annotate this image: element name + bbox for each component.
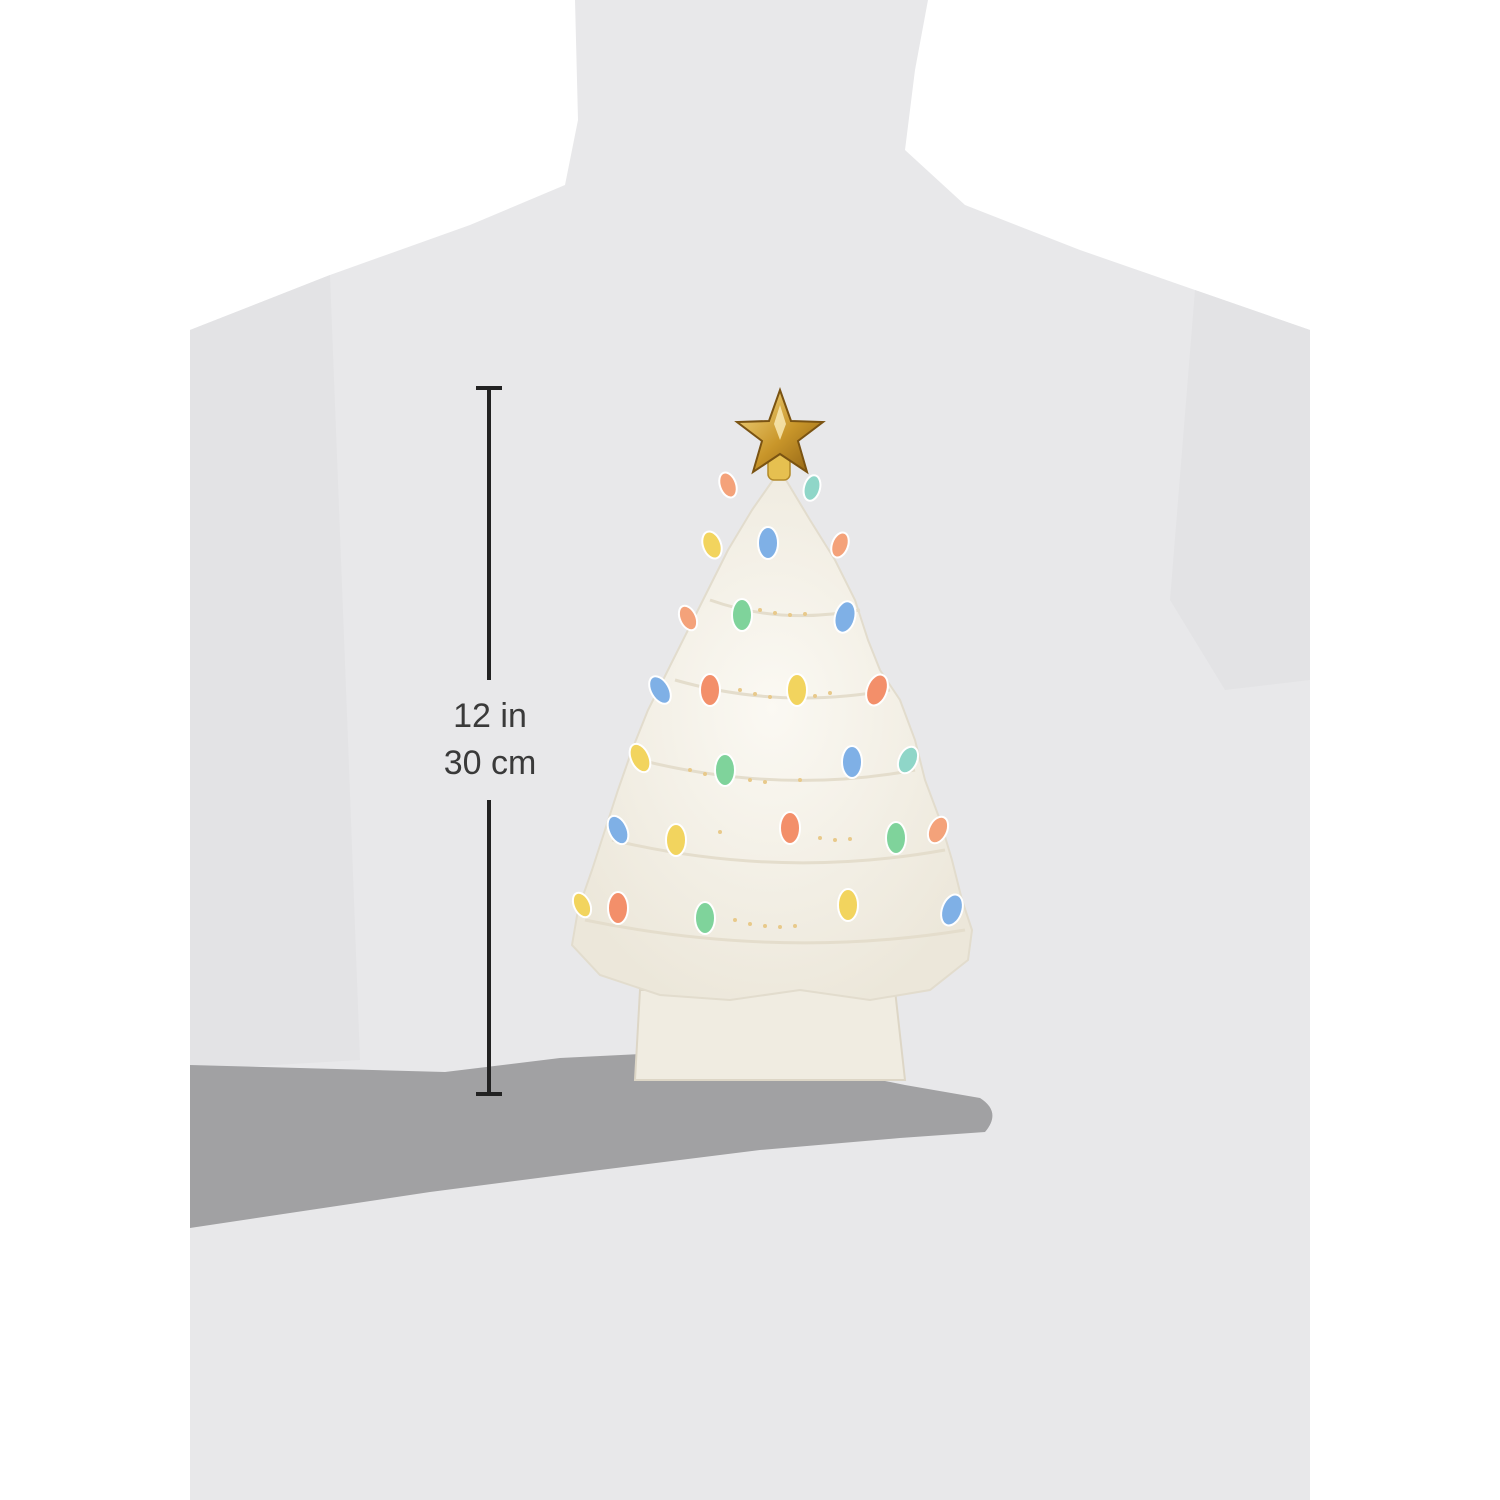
tree-base bbox=[633, 989, 907, 1081]
tree-bulb bbox=[694, 901, 716, 935]
tree-bulb bbox=[718, 471, 738, 499]
tree-bulb bbox=[837, 888, 859, 922]
tree-bulb bbox=[926, 815, 950, 845]
tree-bulb bbox=[786, 673, 808, 707]
tree-bulb bbox=[885, 821, 907, 855]
tree-bulb bbox=[830, 531, 850, 559]
tree-bulbs bbox=[571, 471, 964, 935]
tree-bulb bbox=[757, 526, 779, 560]
tree-bulb bbox=[648, 675, 672, 705]
star-topper bbox=[734, 387, 826, 481]
tree-bulb bbox=[833, 600, 857, 634]
tree-bulb bbox=[628, 742, 652, 774]
tree-bulb bbox=[940, 893, 964, 927]
tree-bulb bbox=[607, 891, 629, 925]
height-centimeters-label: 30 cm bbox=[443, 744, 537, 782]
left-arm-edge bbox=[190, 275, 360, 1070]
right-arm-edge bbox=[1170, 290, 1310, 690]
tree-bulb bbox=[665, 823, 687, 857]
height-inches-label: 12 in bbox=[453, 697, 527, 735]
tree-bulb bbox=[841, 745, 863, 779]
tree-bulb bbox=[779, 811, 801, 845]
tree-bulb bbox=[699, 673, 721, 707]
tree-bulb bbox=[865, 673, 889, 707]
hand-silhouette bbox=[190, 1052, 993, 1228]
height-dimension-line bbox=[476, 386, 502, 1096]
tree-bulb bbox=[802, 474, 822, 502]
tree-bulb bbox=[701, 530, 723, 560]
tree-bulb bbox=[677, 604, 699, 632]
tree-bulb bbox=[731, 598, 753, 632]
tree-bulb bbox=[606, 814, 630, 846]
tree-bulb bbox=[896, 745, 920, 775]
tree-bulb bbox=[571, 891, 593, 919]
garland-dots bbox=[688, 608, 852, 929]
tree-bulb bbox=[714, 753, 736, 787]
